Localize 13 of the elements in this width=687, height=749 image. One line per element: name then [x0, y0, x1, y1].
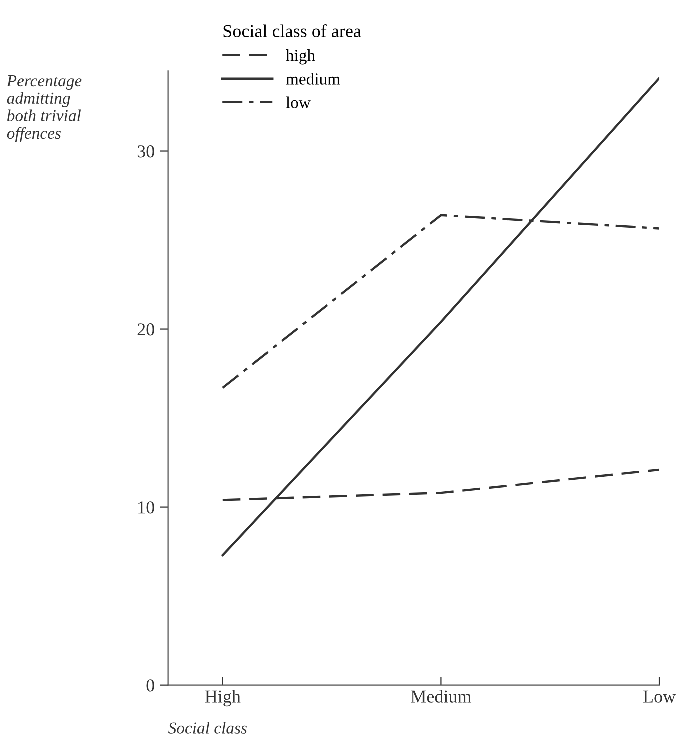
x-axis-title: Social class [168, 722, 247, 734]
legend-label: high [286, 50, 316, 65]
x-tick-label: High [205, 690, 241, 707]
legend-label: medium [286, 73, 340, 85]
y-tick-label: 20 [138, 324, 154, 336]
y-tick-label: 10 [138, 502, 154, 514]
legend-title: Social class of area [224, 24, 362, 38]
x-tick-label: Medium [411, 690, 472, 703]
y-axis-title: Percentage admitting both trivial offences [6, 76, 82, 142]
y-tick-label: 0 [146, 680, 154, 692]
legend-label: low [286, 96, 311, 108]
x-tick-label: Low [643, 690, 676, 703]
y-tick-label: 30 [138, 146, 154, 158]
